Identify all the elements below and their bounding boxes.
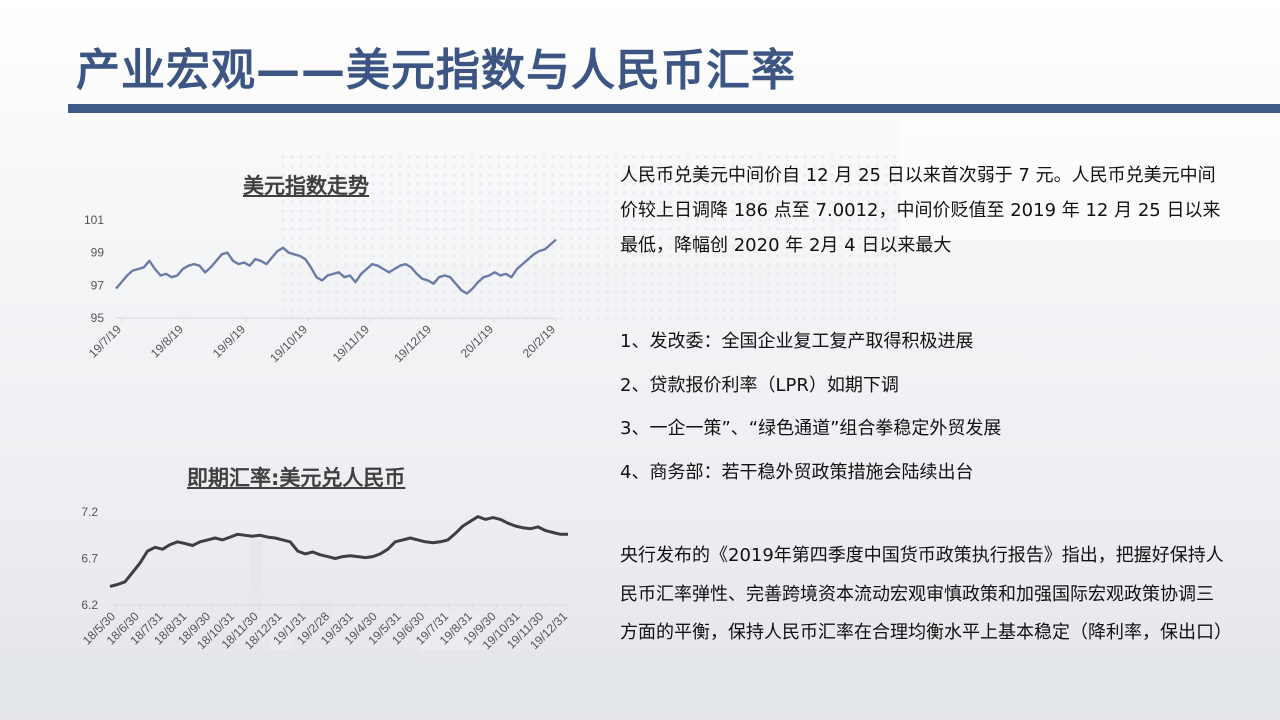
usd-index-chart: 95 97 99 101 19/7/19 19/8/19 19/9/19 19/10/19 19… <box>84 213 558 365</box>
x-tick-label: 19/12/19 <box>391 322 434 365</box>
y-tick-label: 101 <box>84 213 104 227</box>
rmb-midpoint-paragraph: 人民币兑美元中间价自 12 月 25 日以来首次弱于 7 元。人民币兑美元中间价… <box>620 165 1221 256</box>
x-tick-label: 19/10/19 <box>267 322 310 365</box>
list-item: 2、贷款报价利率（LPR）如期下调 <box>620 374 899 396</box>
y-tick-label: 95 <box>91 311 105 325</box>
policy-list: 1、发改委：全国企业复工复产取得积极进展 2、贷款报价利率（LPR）如期下调 3… <box>620 320 1230 494</box>
list-item: 4、商务部：若干稳外贸政策措施会陆续出台 <box>620 461 974 483</box>
page-title: 产业宏观——美元指数与人民币汇率 <box>76 45 796 96</box>
series-line <box>115 238 557 295</box>
usdcny-chart-title: 即期汇率:美元兑人民币 <box>187 466 406 490</box>
x-tick-label: 19/9/19 <box>210 322 248 360</box>
x-tick-label: 20/1/19 <box>458 322 496 360</box>
pboc-report-paragraph: 央行发布的《2019年第四季度中国货币政策执行报告》指出，把握好保持人民币汇率弹… <box>620 545 1232 643</box>
list-item: 1、发改委：全国企业复工复产取得积极进展 <box>620 331 974 352</box>
title-underline-bar <box>68 104 1280 113</box>
x-tick-label: 20/2/19 <box>520 322 558 360</box>
y-tick-label: 97 <box>91 278 105 292</box>
x-tick-label: 19/11/19 <box>330 322 373 365</box>
usd-index-chart-title: 美元指数走势 <box>243 174 369 198</box>
y-tick-label: 99 <box>91 246 105 260</box>
x-tick-label: 19/8/19 <box>148 322 186 360</box>
x-tick-label: 19/7/19 <box>86 322 124 360</box>
list-item: 3、一企一策”、“绿色通道”组合拳稳定外贸发展 <box>620 418 1002 439</box>
